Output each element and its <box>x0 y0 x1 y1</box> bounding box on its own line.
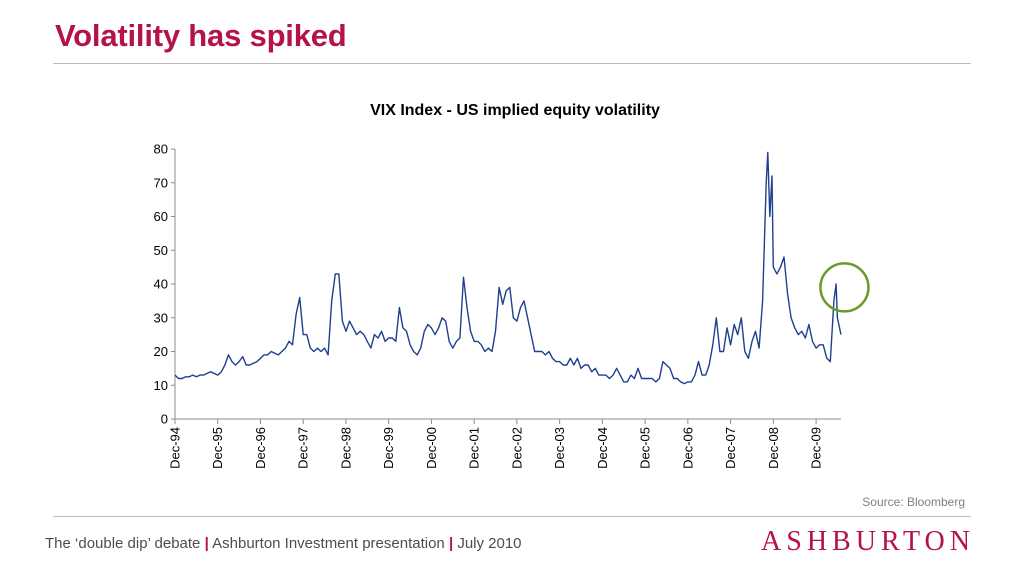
vix-series-line <box>174 151 842 385</box>
source-note: Source: Bloomberg <box>862 495 965 509</box>
chart-title: VIX Index - US implied equity volatility <box>370 102 660 119</box>
ashburton-logo: ASHBURTON <box>761 526 975 557</box>
x-tick-label: Dec-99 <box>381 427 396 469</box>
footer-text: The ‘double dip’ debate | Ashburton Inve… <box>45 535 522 552</box>
title-divider <box>53 63 971 64</box>
x-tick-label: Dec-02 <box>509 427 524 469</box>
y-tick-label: 60 <box>154 209 168 224</box>
x-tick-label: Dec-09 <box>809 427 824 469</box>
x-tick-label: Dec-94 <box>168 427 183 469</box>
footer-divider <box>53 516 971 517</box>
x-tick-label: Dec-98 <box>338 427 353 469</box>
y-tick-label: 30 <box>154 310 168 325</box>
y-tick-label: 10 <box>154 378 168 393</box>
footer-topic: The ‘double dip’ debate <box>45 535 201 552</box>
x-tick-label: Dec-96 <box>253 427 268 469</box>
x-tick-label: Dec-08 <box>766 427 781 469</box>
highlight-circle <box>819 262 870 313</box>
footer-presentation: Ashburton Investment presentation <box>212 535 445 552</box>
y-tick-label: 0 <box>161 412 168 427</box>
x-tick-label: Dec-00 <box>424 427 439 469</box>
y-tick-label: 50 <box>154 243 168 258</box>
y-tick-label: 20 <box>154 344 168 359</box>
footer-separator: | <box>204 535 209 552</box>
slide-title: Volatility has spiked <box>55 18 347 53</box>
x-tick-label: Dec-04 <box>595 427 610 469</box>
x-tick-label: Dec-95 <box>210 427 225 469</box>
y-tick-label: 80 <box>154 142 168 157</box>
x-tick-label: Dec-05 <box>638 427 653 469</box>
x-tick-label: Dec-03 <box>552 427 567 469</box>
footer-date: July 2010 <box>457 535 522 552</box>
y-tick-label: 70 <box>154 175 168 190</box>
footer-separator: | <box>448 535 454 552</box>
x-tick-label: Dec-06 <box>680 427 695 469</box>
x-tick-label: Dec-07 <box>723 427 738 469</box>
x-tick-label: Dec-97 <box>296 427 311 469</box>
y-tick-label: 40 <box>154 277 168 292</box>
x-tick-label: Dec-01 <box>467 427 482 469</box>
